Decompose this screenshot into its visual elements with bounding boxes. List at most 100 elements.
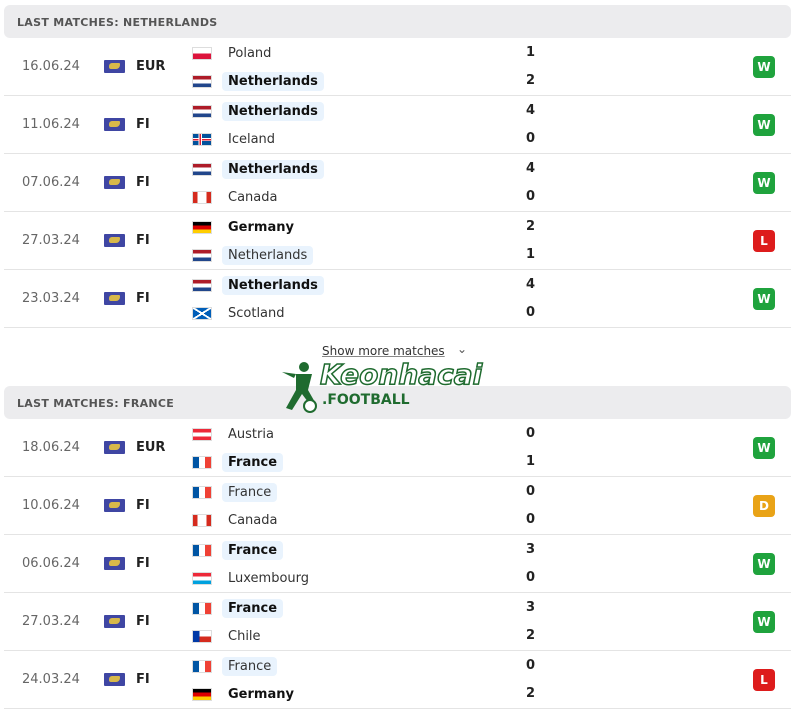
- france-flag-icon: [192, 485, 212, 499]
- home-team-name: Austria: [228, 426, 274, 442]
- home-team[interactable]: Netherlands: [192, 158, 324, 180]
- result-badge: W: [753, 114, 775, 136]
- show-more-matches-link[interactable]: Show more matches: [322, 344, 445, 358]
- france-flag-icon: [192, 601, 212, 615]
- home-score: 4: [526, 103, 536, 118]
- competition-icon: [104, 499, 125, 512]
- match-row[interactable]: 24.03.24 FI France Germany 0 2 L: [4, 651, 791, 709]
- away-team-name: Germany: [228, 686, 294, 702]
- away-team[interactable]: Iceland: [192, 128, 281, 150]
- poland-flag-icon: [192, 46, 212, 60]
- away-team[interactable]: Canada: [192, 509, 283, 531]
- watermark-suffix: .FOOTBALL: [322, 392, 410, 408]
- competition-label: FI: [136, 672, 150, 687]
- austria-flag-icon: [192, 427, 212, 441]
- match-row[interactable]: 27.03.24 FI France Chile 3 2 W: [4, 593, 791, 651]
- home-team[interactable]: Germany: [192, 216, 300, 238]
- netherlands-flag-icon: [192, 162, 212, 176]
- home-score: 0: [526, 426, 536, 441]
- home-score: 1: [526, 45, 536, 60]
- home-team[interactable]: Netherlands: [192, 274, 324, 296]
- competition-label: EUR: [136, 59, 166, 74]
- result-badge: W: [753, 553, 775, 575]
- chevron-down-icon[interactable]: ⌄: [457, 342, 468, 356]
- netherlands-flag-icon: [192, 104, 212, 118]
- match-date: 18.06.24: [22, 440, 80, 455]
- home-team-name: France: [222, 540, 284, 560]
- home-team[interactable]: Netherlands: [192, 100, 324, 122]
- chile-flag-icon: [192, 629, 212, 643]
- home-score: 4: [526, 277, 536, 292]
- competition-label: FI: [136, 117, 150, 132]
- match-date: 07.06.24: [22, 175, 80, 190]
- home-team-name: Poland: [228, 45, 272, 61]
- away-score: 1: [526, 247, 536, 262]
- away-team-name: Netherlands: [222, 245, 314, 265]
- home-team[interactable]: France: [192, 539, 284, 561]
- away-score: 0: [526, 512, 536, 527]
- home-team-name: Netherlands: [222, 101, 324, 121]
- match-date: 10.06.24: [22, 498, 80, 513]
- home-team-name: Netherlands: [222, 159, 324, 179]
- section-header: LAST MATCHES: FRANCE: [4, 386, 791, 419]
- match-row[interactable]: 18.06.24 EUR Austria France 0 1 W: [4, 419, 791, 477]
- canada-flag-icon: [192, 513, 212, 527]
- germany-flag-icon: [192, 687, 212, 701]
- away-score: 2: [526, 686, 536, 701]
- away-team[interactable]: Canada: [192, 186, 283, 208]
- competition-icon: [104, 176, 125, 189]
- match-date: 11.06.24: [22, 117, 80, 132]
- match-row[interactable]: 11.06.24 FI Netherlands Iceland 4 0 W: [4, 96, 791, 154]
- match-date: 24.03.24: [22, 672, 80, 687]
- watermark-logo: Keonhacai .FOOTBALL: [282, 357, 504, 414]
- result-badge: W: [753, 288, 775, 310]
- away-team-name: Scotland: [228, 305, 285, 321]
- competition-label: FI: [136, 175, 150, 190]
- match-date: 16.06.24: [22, 59, 80, 74]
- away-team[interactable]: France: [192, 451, 284, 473]
- home-team[interactable]: France: [192, 655, 278, 677]
- home-team[interactable]: Austria: [192, 423, 280, 445]
- netherlands-flag-icon: [192, 278, 212, 292]
- competition-icon: [104, 118, 125, 131]
- away-score: 2: [526, 628, 536, 643]
- home-team[interactable]: France: [192, 597, 284, 619]
- away-team[interactable]: Scotland: [192, 302, 291, 324]
- home-score: 2: [526, 219, 536, 234]
- away-team[interactable]: Luxembourg: [192, 567, 315, 589]
- away-score: 0: [526, 305, 536, 320]
- iceland-flag-icon: [192, 132, 212, 146]
- france-flag-icon: [192, 659, 212, 673]
- match-row[interactable]: 07.06.24 FI Netherlands Canada 4 0 W: [4, 154, 791, 212]
- away-score: 0: [526, 570, 536, 585]
- away-team[interactable]: Netherlands: [192, 70, 324, 92]
- away-score: 1: [526, 454, 536, 469]
- match-row[interactable]: 27.03.24 FI Germany Netherlands 2 1 L: [4, 212, 791, 270]
- competition-label: FI: [136, 291, 150, 306]
- home-score: 0: [526, 658, 536, 673]
- competition-icon: [104, 234, 125, 247]
- match-row[interactable]: 16.06.24 EUR Poland Netherlands 1 2 W: [4, 38, 791, 96]
- home-team[interactable]: Poland: [192, 42, 277, 64]
- luxembourg-flag-icon: [192, 571, 212, 585]
- away-team[interactable]: Germany: [192, 683, 300, 705]
- away-team-name: Luxembourg: [228, 570, 310, 586]
- match-date: 27.03.24: [22, 233, 80, 248]
- germany-flag-icon: [192, 220, 212, 234]
- result-badge: W: [753, 611, 775, 633]
- match-date: 06.06.24: [22, 556, 80, 571]
- competition-label: FI: [136, 614, 150, 629]
- canada-flag-icon: [192, 190, 212, 204]
- competition-icon: [104, 441, 125, 454]
- home-team-name: Germany: [228, 219, 294, 235]
- home-team[interactable]: France: [192, 481, 278, 503]
- match-row[interactable]: 10.06.24 FI France Canada 0 0 D: [4, 477, 791, 535]
- home-team-name: France: [222, 482, 278, 502]
- scotland-flag-icon: [192, 306, 212, 320]
- match-row[interactable]: 06.06.24 FI France Luxembourg 3 0 W: [4, 535, 791, 593]
- away-team[interactable]: Netherlands: [192, 244, 314, 266]
- home-score: 3: [526, 542, 536, 557]
- away-team-name: Netherlands: [222, 71, 324, 91]
- match-row[interactable]: 23.03.24 FI Netherlands Scotland 4 0 W: [4, 270, 791, 328]
- away-team[interactable]: Chile: [192, 625, 267, 647]
